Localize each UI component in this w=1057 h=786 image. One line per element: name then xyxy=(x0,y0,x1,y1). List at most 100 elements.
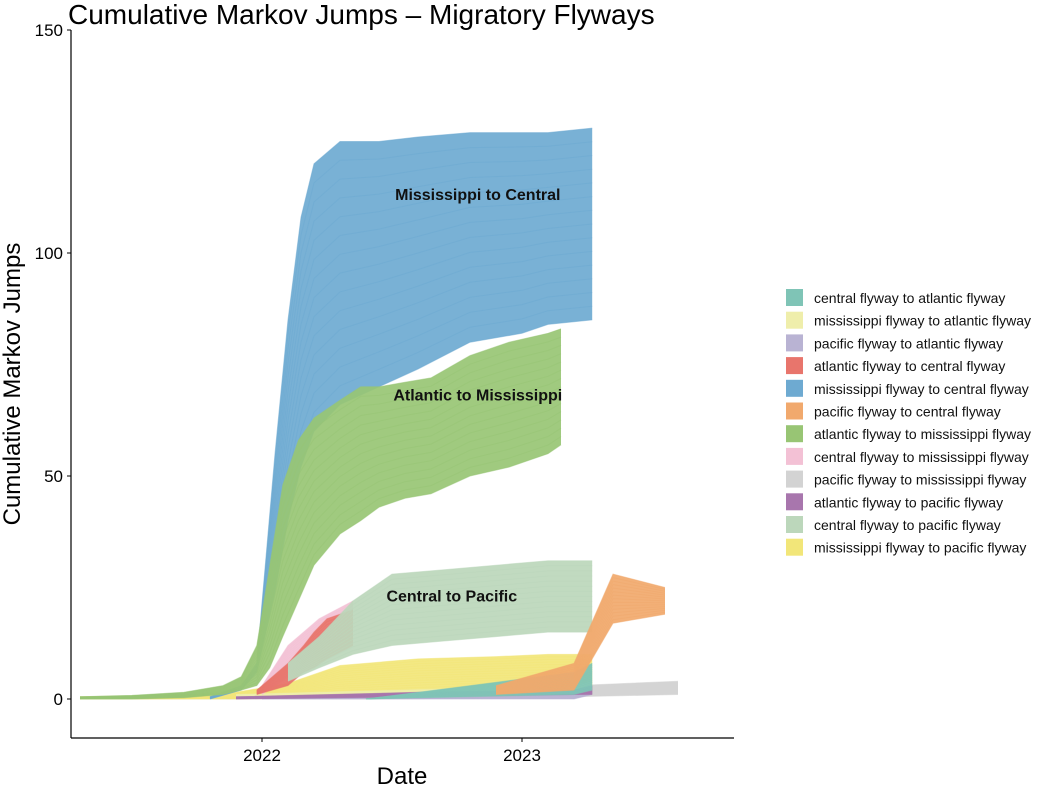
series-line-pacific-flyway-to-central-flyway xyxy=(495,591,666,690)
series-line-central-flyway-to-pacific-flyway xyxy=(287,616,593,678)
legend-label: pacific flyway to atlantic flyway xyxy=(814,335,1003,351)
series-line-atlantic-flyway-to-mississippi-flyway xyxy=(79,402,562,699)
series-line-pacific-flyway-to-central-flyway xyxy=(495,608,666,694)
series-line-atlantic-flyway-to-mississippi-flyway xyxy=(80,444,562,700)
series-line-pacific-flyway-to-central-flyway xyxy=(495,609,666,694)
series-line-central-flyway-to-pacific-flyway xyxy=(287,580,593,669)
legend-label: central flyway to mississippi flyway xyxy=(814,449,1029,465)
series-line-atlantic-flyway-to-mississippi-flyway xyxy=(79,419,562,699)
legend-swatch xyxy=(786,447,803,465)
legend-swatch xyxy=(786,470,803,488)
y-tick-label: 50 xyxy=(44,467,63,486)
series-line-atlantic-flyway-to-mississippi-flyway xyxy=(79,328,562,698)
series-line-central-flyway-to-atlantic-flyway xyxy=(365,689,593,700)
legend-swatch xyxy=(786,379,803,397)
y-tick-label: 100 xyxy=(35,244,63,263)
series-line-atlantic-flyway-to-central-flyway xyxy=(256,611,354,691)
legend-label: mississippi flyway to atlantic flyway xyxy=(814,313,1031,329)
series-line-atlantic-flyway-to-mississippi-flyway xyxy=(79,369,562,699)
y-tick-label: 0 xyxy=(54,690,63,709)
series-line-pacific-flyway-to-central-flyway xyxy=(495,598,666,691)
series-line-atlantic-flyway-to-mississippi-flyway xyxy=(79,378,562,699)
legend-swatch xyxy=(786,402,803,420)
axes xyxy=(70,30,734,739)
legend-swatch xyxy=(786,311,803,329)
series-line-central-flyway-to-pacific-flyway xyxy=(287,575,593,668)
series-line-central-flyway-to-pacific-flyway xyxy=(287,621,593,680)
series-line-atlantic-flyway-to-mississippi-flyway xyxy=(79,386,562,699)
legend-label: mississippi flyway to central flyway xyxy=(814,381,1029,397)
legend-label: atlantic flyway to pacific flyway xyxy=(814,494,1003,510)
x-axis-label: Date xyxy=(377,763,428,786)
series-line-pacific-flyway-to-central-flyway xyxy=(495,573,666,687)
legend-label: central flyway to atlantic flyway xyxy=(814,290,1005,306)
annotations: Mississippi to Central Atlantic to Missis… xyxy=(386,187,562,605)
series-line-central-flyway-to-mississippi-flyway xyxy=(261,600,354,686)
chart-title: Cumulative Markov Jumps – Migratory Flyw… xyxy=(68,0,655,30)
legend-label: mississippi flyway to pacific flyway xyxy=(814,540,1026,556)
series-line-central-flyway-to-pacific-flyway xyxy=(287,595,593,673)
series-line-atlantic-flyway-to-central-flyway xyxy=(256,614,354,692)
series-line-central-flyway-to-mississippi-flyway xyxy=(261,602,354,687)
legend-label: atlantic flyway to mississippi flyway xyxy=(814,426,1031,442)
series-line-atlantic-flyway-to-mississippi-flyway xyxy=(79,436,562,700)
legend-label: central flyway to pacific flyway xyxy=(814,517,1001,533)
series-line-pacific-flyway-to-central-flyway xyxy=(495,594,666,690)
x-tick-label: 2022 xyxy=(243,746,281,765)
legend-label: pacific flyway to mississippi flyway xyxy=(814,472,1026,488)
series-line-atlantic-flyway-to-central-flyway xyxy=(256,609,354,691)
series-line-pacific-flyway-to-central-flyway xyxy=(495,606,666,693)
legend-swatch xyxy=(786,516,803,533)
series-line-pacific-flyway-to-central-flyway xyxy=(495,584,666,688)
series-line-central-flyway-to-pacific-flyway xyxy=(287,590,593,672)
legend-swatch xyxy=(786,493,803,511)
legend-swatch xyxy=(786,334,803,352)
series-line-pacific-flyway-to-central-flyway xyxy=(495,604,666,692)
series-line-central-flyway-to-pacific-flyway xyxy=(287,601,593,674)
series-line-central-flyway-to-mississippi-flyway xyxy=(261,605,354,688)
series-atlantic-flyway-to-mississippi-flyway xyxy=(79,328,562,700)
legend-swatch xyxy=(786,289,803,306)
legend-swatch xyxy=(786,357,803,375)
legend-label: pacific flyway to central flyway xyxy=(814,404,1001,420)
series-line-pacific-flyway-to-central-flyway xyxy=(495,613,666,695)
series-line-central-flyway-to-atlantic-flyway xyxy=(365,685,593,700)
series-line-atlantic-flyway-to-mississippi-flyway xyxy=(79,411,562,699)
annotation-label: Mississippi to Central xyxy=(395,187,560,204)
series-line-central-flyway-to-pacific-flyway xyxy=(287,560,593,664)
series-line-pacific-flyway-to-central-flyway xyxy=(495,601,666,692)
series-band-pacific-flyway-to-central-flyway xyxy=(496,574,665,695)
series-line-central-flyway-to-pacific-flyway xyxy=(287,570,593,667)
series-line-atlantic-flyway-to-mississippi-flyway xyxy=(79,361,562,698)
series-layer xyxy=(79,127,679,700)
legend-label: atlantic flyway to central flyway xyxy=(814,358,1005,374)
y-tick-label: 150 xyxy=(35,21,63,40)
series-line-pacific-flyway-to-central-flyway xyxy=(495,611,666,695)
series-line-atlantic-flyway-to-mississippi-flyway xyxy=(79,344,562,698)
series-band-atlantic-flyway-to-mississippi-flyway xyxy=(80,328,561,699)
series-line-central-flyway-to-pacific-flyway xyxy=(287,585,593,671)
legend-swatch xyxy=(786,425,803,443)
series-line-atlantic-flyway-to-mississippi-flyway xyxy=(79,427,562,700)
legend: central flyway to atlantic flyway mississ… xyxy=(786,289,1031,556)
series-line-atlantic-flyway-to-mississippi-flyway xyxy=(79,394,562,699)
series-line-pacific-flyway-to-central-flyway xyxy=(495,587,666,689)
series-line-pacific-flyway-to-central-flyway xyxy=(495,580,666,688)
series-line-pacific-flyway-to-central-flyway xyxy=(495,577,666,687)
series-line-central-flyway-to-pacific-flyway xyxy=(287,631,593,682)
series-line-central-flyway-to-pacific-flyway xyxy=(287,565,593,665)
legend-swatch xyxy=(786,538,803,556)
annotation-label: Central to Pacific xyxy=(386,588,517,605)
series-line-central-flyway-to-pacific-flyway xyxy=(287,626,593,681)
series-line-atlantic-flyway-to-mississippi-flyway xyxy=(79,353,562,698)
annotation-label: Atlantic to Mississippi xyxy=(393,388,562,405)
x-tick-label: 2023 xyxy=(503,746,541,765)
series-central-flyway-to-pacific-flyway xyxy=(287,560,593,682)
y-ticks: 0 50 100 150 xyxy=(35,21,71,709)
series-pacific-flyway-to-central-flyway xyxy=(495,573,666,695)
y-axis-label: Cumulative Markov Jumps xyxy=(0,243,26,526)
series-line-central-flyway-to-pacific-flyway xyxy=(287,611,593,677)
series-line-atlantic-flyway-to-mississippi-flyway xyxy=(79,336,562,698)
series-line-central-flyway-to-pacific-flyway xyxy=(287,606,593,676)
